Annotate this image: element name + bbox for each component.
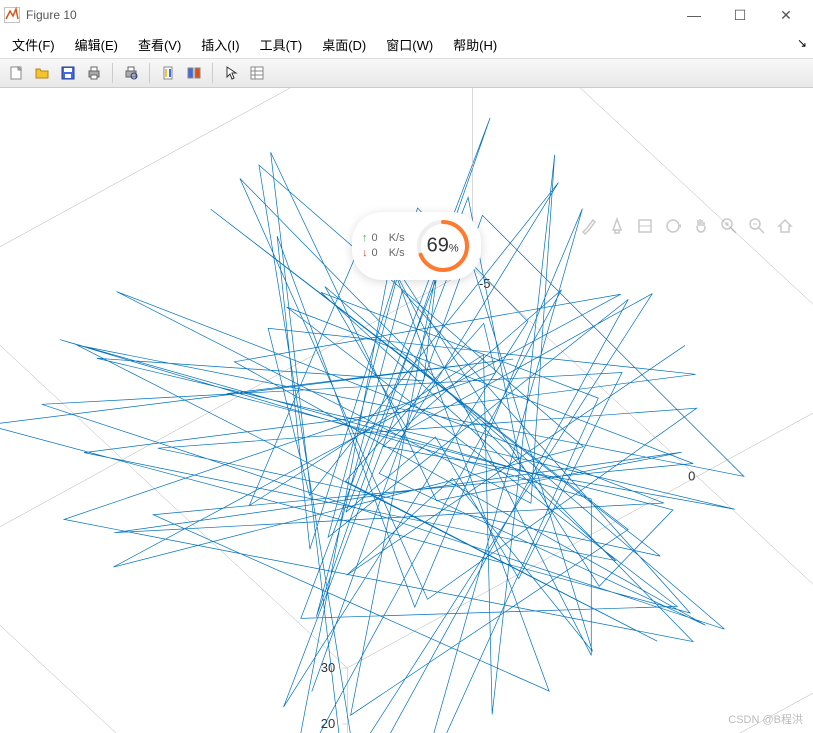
box-icon[interactable] xyxy=(635,216,655,236)
menubar: 文件(F) 编辑(E) 查看(V) 插入(I) 工具(T) 桌面(D) 窗口(W… xyxy=(0,30,813,58)
minimize-button[interactable]: — xyxy=(671,0,717,30)
watermark: CSDN @B程洪 xyxy=(728,711,803,727)
menu-tools[interactable]: 工具(T) xyxy=(250,32,313,57)
menu-window[interactable]: 窗口(W) xyxy=(376,32,443,57)
menu-file[interactable]: 文件(F) xyxy=(2,32,65,57)
print-button[interactable] xyxy=(82,61,106,85)
zoomin-icon[interactable] xyxy=(719,216,739,236)
toolbar-separator xyxy=(212,63,213,83)
cpu-gauge: 69% xyxy=(415,218,471,274)
gauge-value: 69 xyxy=(427,235,449,257)
menu-edit[interactable]: 编辑(E) xyxy=(65,32,128,57)
printpreview-button[interactable] xyxy=(119,61,143,85)
titlebar: Figure 10 — ☐ ✕ xyxy=(0,0,813,30)
ink-icon[interactable] xyxy=(607,216,627,236)
speed-gauge-overlay: ↑0 K/s ↓0 K/s 69% xyxy=(352,212,481,280)
menu-help[interactable]: 帮助(H) xyxy=(443,32,507,57)
new-button[interactable] xyxy=(4,61,28,85)
toolbar xyxy=(0,58,813,88)
toolbar-separator xyxy=(112,63,113,83)
open-button[interactable] xyxy=(30,61,54,85)
menu-view[interactable]: 查看(V) xyxy=(128,32,191,57)
speed-readout: ↑0 K/s ↓0 K/s xyxy=(362,231,405,262)
zoomout-icon[interactable] xyxy=(747,216,767,236)
svg-text:30: 30 xyxy=(321,660,335,675)
inspect-button[interactable] xyxy=(245,61,269,85)
menu-overflow-icon[interactable]: ↘ xyxy=(797,36,807,50)
menu-insert[interactable]: 插入(I) xyxy=(191,32,249,57)
svg-text:0: 0 xyxy=(688,468,695,483)
maximize-button[interactable]: ☐ xyxy=(717,0,763,30)
link-button[interactable] xyxy=(156,61,180,85)
upload-speed: 0 xyxy=(372,231,378,246)
colorbar-button[interactable] xyxy=(182,61,206,85)
figure-toolbar xyxy=(579,216,795,236)
cursor-button[interactable] xyxy=(219,61,243,85)
close-button[interactable]: ✕ xyxy=(763,0,809,30)
save-button[interactable] xyxy=(56,61,80,85)
download-speed: 0 xyxy=(372,246,378,261)
plot-area: ↑0 K/s ↓0 K/s 69% -20-100102030-505-505 … xyxy=(0,88,813,733)
home-icon[interactable] xyxy=(775,216,795,236)
plot3d-axes[interactable]: -20-100102030-505-505 xyxy=(0,88,813,733)
matlab-icon xyxy=(4,7,20,23)
brush-icon[interactable] xyxy=(579,216,599,236)
menu-desktop[interactable]: 桌面(D) xyxy=(312,32,376,57)
toolbar-separator xyxy=(149,63,150,83)
window-title: Figure 10 xyxy=(26,8,671,22)
rotate-icon[interactable] xyxy=(663,216,683,236)
pan-icon[interactable] xyxy=(691,216,711,236)
